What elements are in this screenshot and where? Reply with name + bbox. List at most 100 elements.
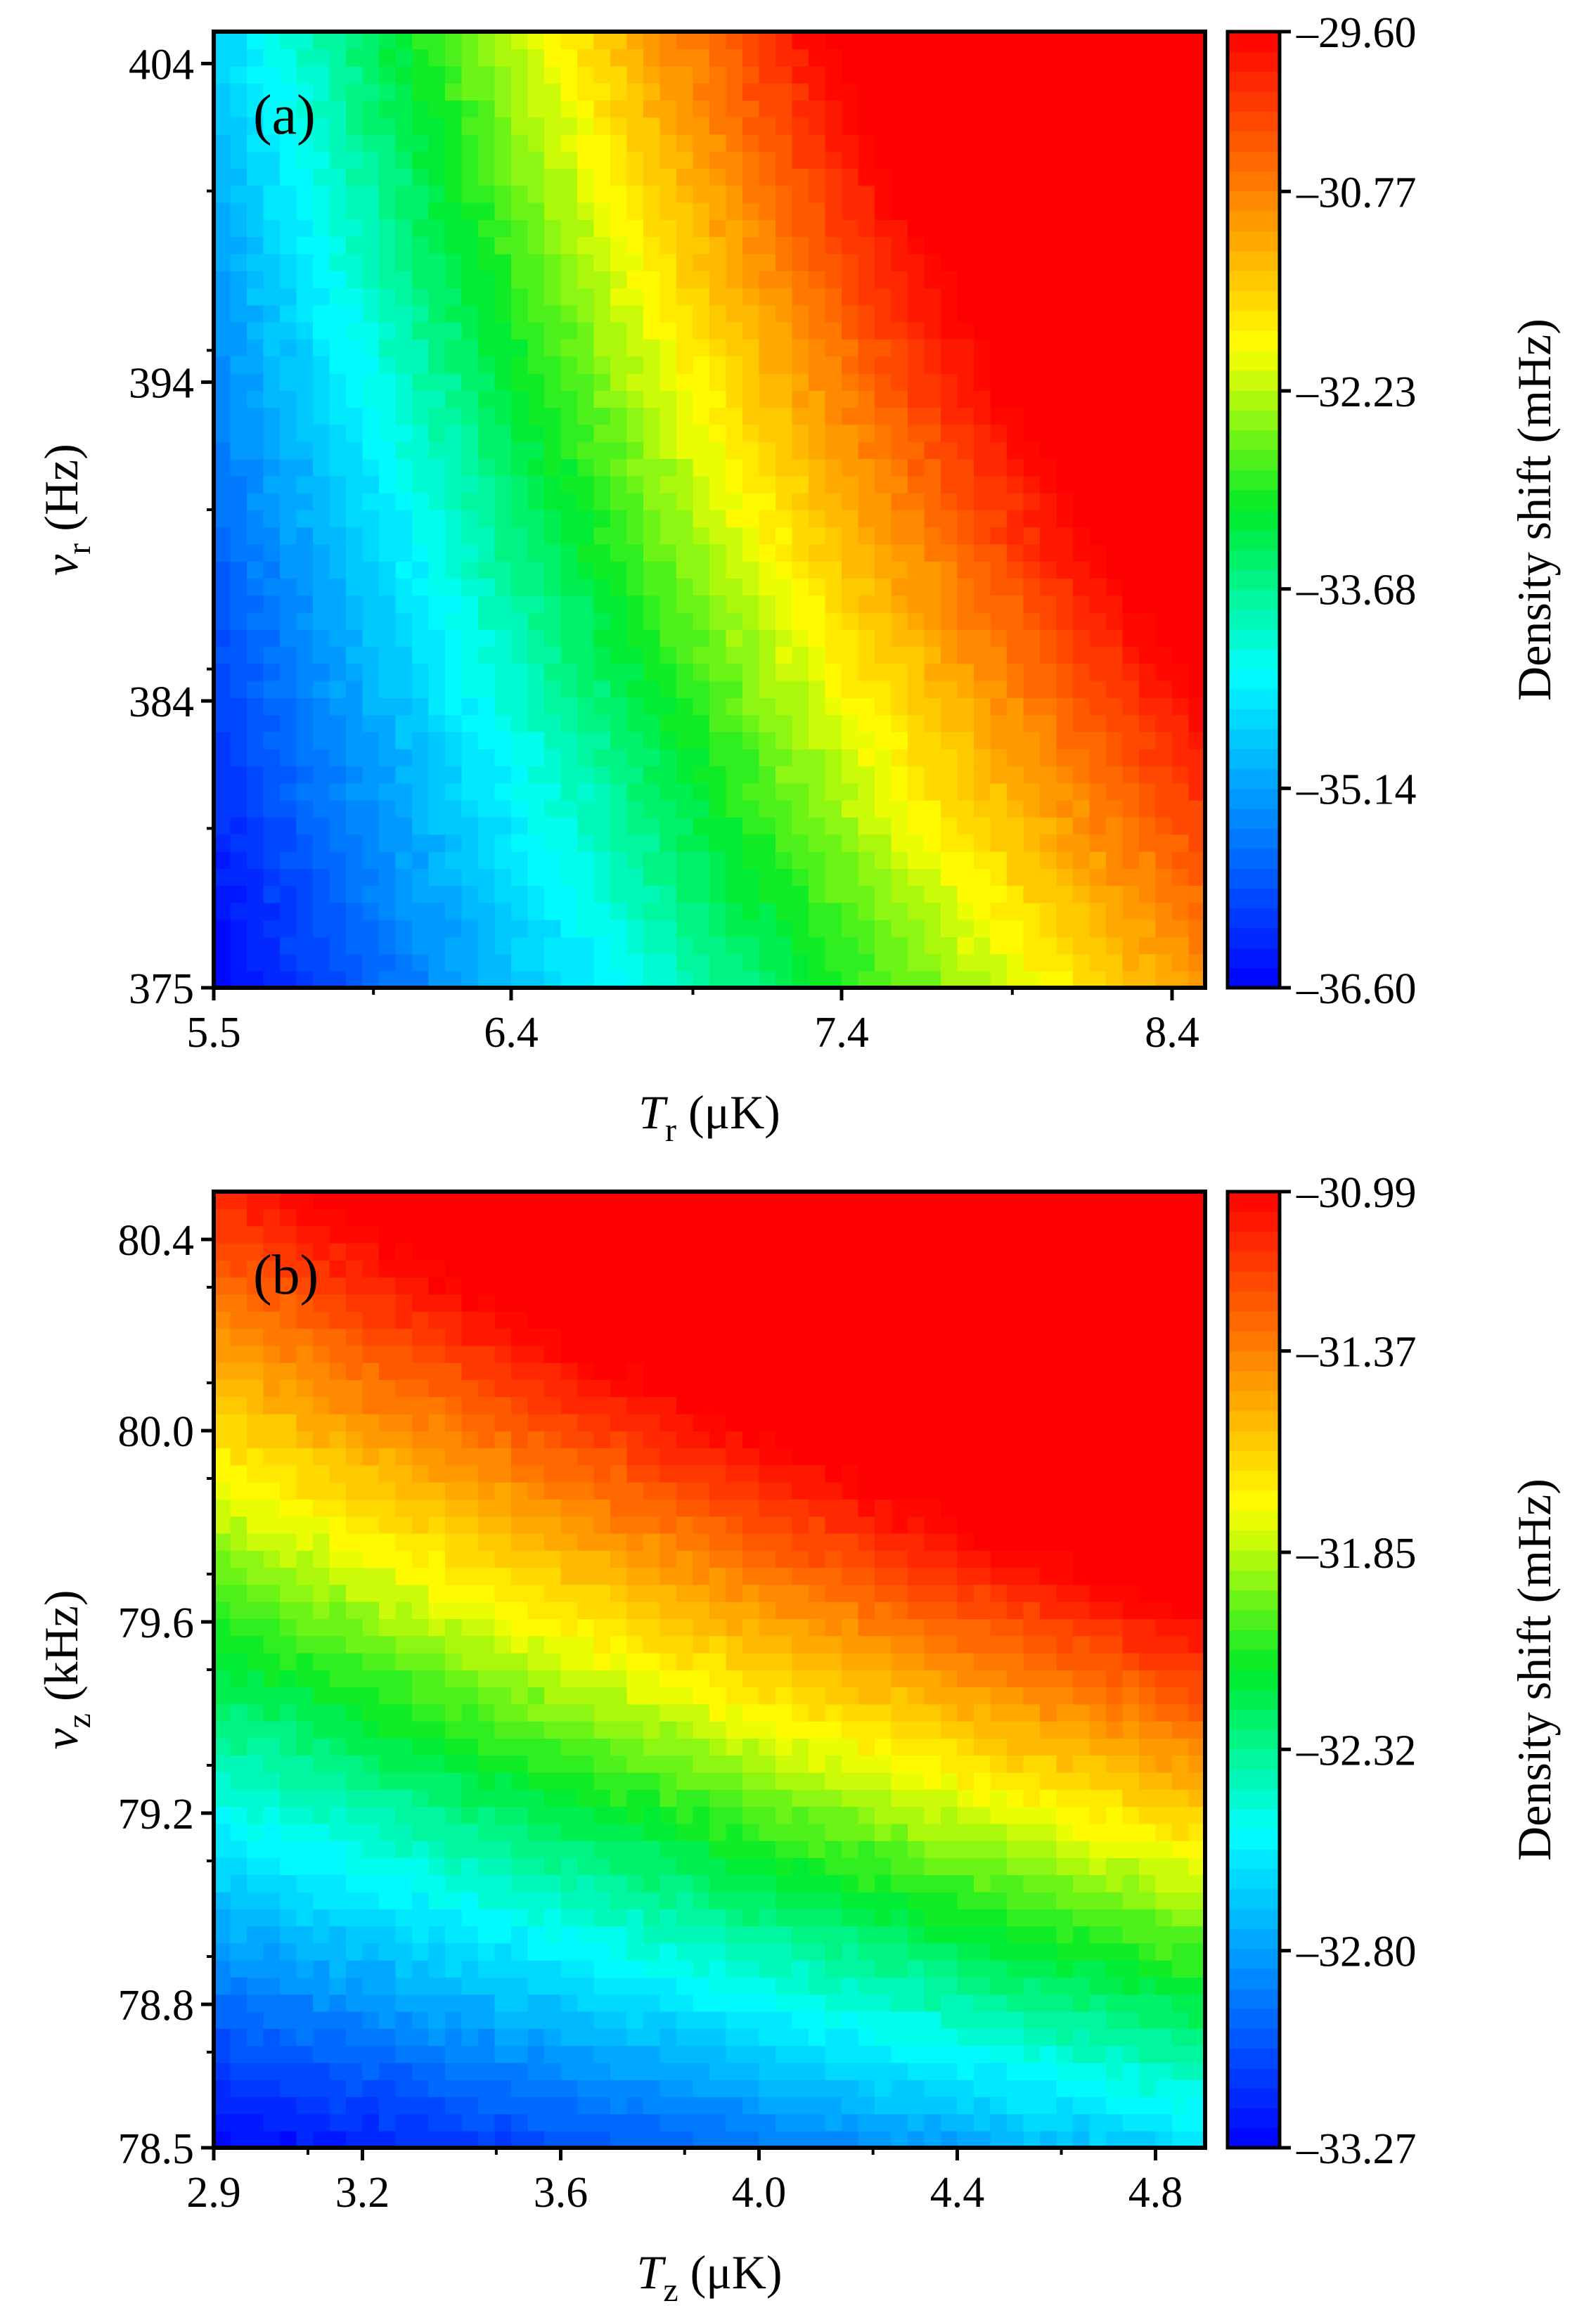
heatmap-cell — [363, 544, 380, 562]
heatmap-cell — [1106, 356, 1123, 373]
heatmap-cell — [627, 1328, 644, 1346]
heatmap-cell — [776, 219, 792, 237]
heatmap-cell — [528, 168, 545, 186]
heatmap-cell — [231, 561, 247, 579]
heatmap-cell — [991, 49, 1008, 66]
heatmap-cell — [974, 288, 991, 305]
heatmap-cell — [1090, 800, 1107, 818]
heatmap-cell — [280, 186, 297, 203]
heatmap-cell — [363, 202, 380, 220]
y-axis-title: vr (Hz) — [34, 444, 98, 576]
heatmap-cell — [627, 1379, 644, 1397]
heatmap-cell — [478, 749, 495, 766]
heatmap-cell — [445, 407, 462, 425]
heatmap-cell — [809, 134, 825, 152]
heatmap-cell — [247, 1414, 264, 1431]
heatmap-cell — [363, 1670, 380, 1687]
heatmap-cell — [396, 1841, 413, 1858]
heatmap-cell — [941, 407, 958, 425]
heatmap-cell — [776, 442, 792, 459]
heatmap-cell — [544, 288, 561, 305]
heatmap-cell — [247, 1721, 264, 1739]
heatmap-cell — [627, 1789, 644, 1807]
colorbar-band — [1228, 251, 1280, 271]
heatmap-cell — [544, 1499, 561, 1516]
heatmap-cell — [1172, 219, 1189, 237]
heatmap-cell — [643, 322, 660, 340]
heatmap-cell — [941, 66, 958, 84]
heatmap-cell — [742, 151, 759, 169]
heatmap-cell — [330, 322, 347, 340]
heatmap-cell — [462, 868, 479, 886]
heatmap-cell — [776, 510, 792, 527]
heatmap-cell — [544, 1260, 561, 1277]
heatmap-cell — [528, 800, 545, 818]
heatmap-cell — [346, 1362, 363, 1380]
heatmap-cell — [1090, 254, 1107, 271]
heatmap-cell — [809, 66, 825, 84]
heatmap-cell — [478, 1841, 495, 1858]
heatmap-cell — [974, 458, 991, 476]
heatmap-cell — [1106, 920, 1123, 937]
heatmap-cell — [297, 578, 314, 595]
heatmap-cell — [875, 288, 892, 305]
heatmap-cell — [363, 1465, 380, 1483]
heatmap-cell — [528, 254, 545, 271]
heatmap-cell — [1090, 851, 1107, 869]
heatmap-cell — [313, 1874, 330, 1892]
heatmap-cell — [875, 646, 892, 664]
heatmap-cell — [577, 817, 594, 834]
heatmap-cell — [511, 1772, 528, 1790]
heatmap-cell — [726, 475, 743, 493]
heatmap-cell — [412, 407, 429, 425]
heatmap-cell — [528, 664, 545, 681]
heatmap-cell — [610, 356, 627, 373]
heatmap-cell — [412, 1704, 429, 1722]
heatmap-cell — [1007, 612, 1024, 630]
heatmap-cell — [379, 953, 396, 971]
heatmap-cell — [297, 920, 314, 937]
heatmap-cell — [1139, 646, 1156, 664]
heatmap-cell — [726, 202, 743, 220]
heatmap-cell — [627, 1909, 644, 1926]
heatmap-cell — [643, 1482, 660, 1500]
heatmap-cell — [627, 2045, 644, 2063]
heatmap-cell — [759, 783, 776, 801]
heatmap-cell — [495, 322, 512, 340]
heatmap-cell — [1040, 544, 1057, 562]
heatmap-cell — [544, 339, 561, 356]
heatmap-cell — [363, 1653, 380, 1670]
heatmap-cell — [379, 1448, 396, 1465]
heatmap-cell — [1057, 186, 1074, 203]
heatmap-cell — [742, 544, 759, 562]
heatmap-cell — [561, 885, 578, 903]
heatmap-cell — [247, 1346, 264, 1363]
heatmap-cell — [462, 1994, 479, 2011]
heatmap-cell — [974, 561, 991, 579]
heatmap-cell — [462, 1806, 479, 1824]
heatmap-cell — [1040, 425, 1057, 442]
heatmap-cell — [544, 407, 561, 425]
heatmap-cell — [561, 1704, 578, 1722]
heatmap-cell — [991, 800, 1008, 818]
heatmap-cell — [478, 236, 495, 254]
heatmap-cell — [908, 32, 925, 49]
heatmap-cell — [610, 868, 627, 886]
heatmap-cell — [792, 510, 809, 527]
heatmap-cell — [561, 2113, 578, 2131]
heatmap-cell — [1123, 714, 1140, 732]
heatmap-cell — [214, 903, 231, 920]
heatmap-cell — [231, 1602, 247, 1619]
heatmap-cell — [511, 2063, 528, 2080]
heatmap-cell — [346, 2028, 363, 2046]
heatmap-cell — [594, 1772, 611, 1790]
heatmap-cell — [445, 1738, 462, 1755]
heatmap-cell — [941, 732, 958, 749]
heatmap-cell — [709, 544, 726, 562]
heatmap-cell — [1073, 475, 1090, 493]
heatmap-cell — [908, 305, 925, 323]
heatmap-cell — [809, 527, 825, 544]
heatmap-cell — [809, 697, 825, 715]
heatmap-cell — [1139, 936, 1156, 954]
heatmap-cell — [462, 817, 479, 834]
